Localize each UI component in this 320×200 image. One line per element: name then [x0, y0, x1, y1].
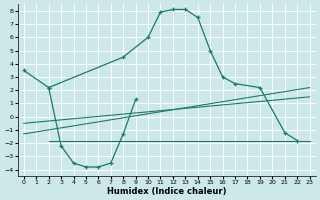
X-axis label: Humidex (Indice chaleur): Humidex (Indice chaleur) [107, 187, 227, 196]
